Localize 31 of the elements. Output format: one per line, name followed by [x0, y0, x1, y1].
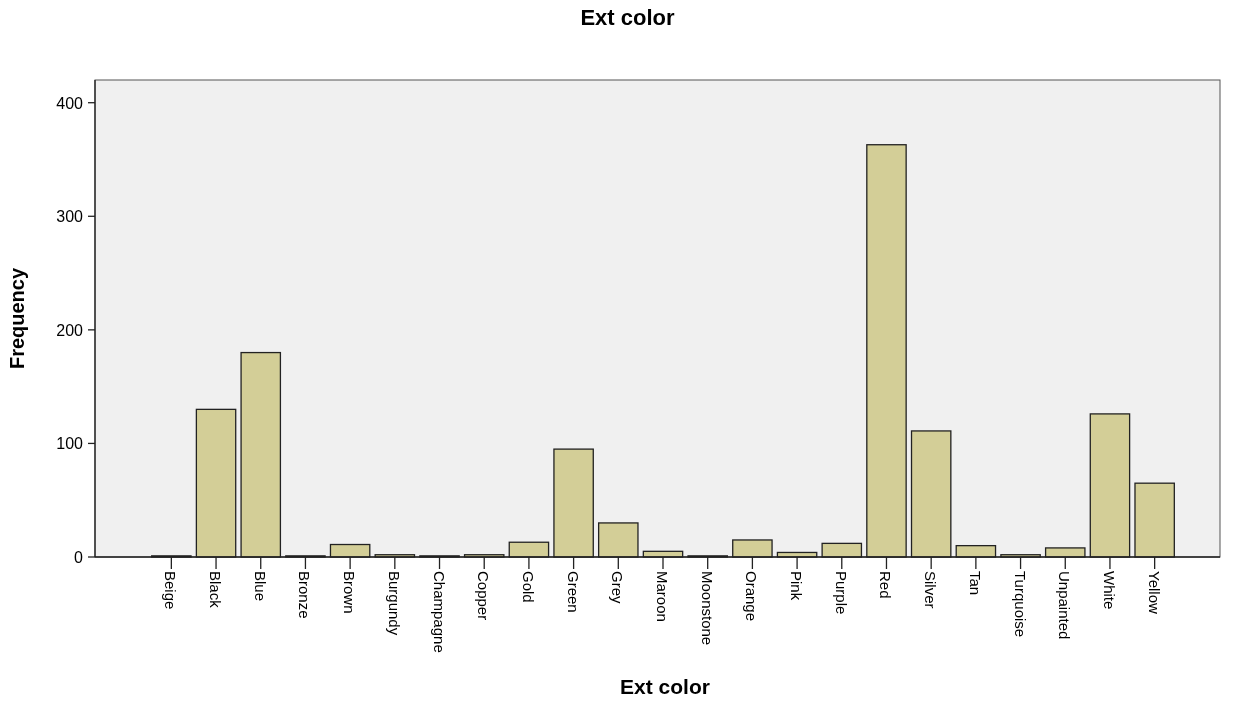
x-tick-label: Grey — [609, 571, 627, 604]
x-tick-label: Green — [564, 571, 582, 613]
x-tick-label: Copper — [475, 571, 493, 621]
x-tick-label: Black — [207, 571, 225, 609]
x-tick-label: Orange — [743, 571, 761, 622]
y-tick-label: 200 — [56, 321, 84, 339]
x-tick-label: Red — [877, 571, 895, 599]
x-tick-label: Yellow — [1145, 571, 1163, 614]
x-tick-label: Turquoise — [1011, 571, 1029, 638]
x-tick-label: Brown — [341, 571, 359, 614]
x-tick-label: Pink — [788, 571, 806, 601]
x-axis-title: Ext color — [620, 675, 710, 698]
x-tick-label: White — [1100, 571, 1118, 610]
x-tick-label: Beige — [162, 571, 180, 610]
x-tick-label: Moonstone — [698, 571, 716, 646]
x-tick-label: Silver — [922, 571, 940, 609]
x-tick-label: Maroon — [654, 571, 671, 622]
x-tick-label: Burgundy — [385, 571, 403, 636]
x-tick-label: Blue — [251, 571, 269, 602]
x-tick-label: Unpainted — [1056, 571, 1074, 640]
y-tick-label: 100 — [56, 435, 84, 453]
x-tick-label: Gold — [519, 571, 537, 603]
x-tick-label: Purple — [832, 571, 850, 615]
x-tick-label: Bronze — [296, 571, 314, 619]
x-tick-label: Champagne — [430, 571, 448, 653]
y-axis-title: Frequency — [6, 267, 28, 370]
y-tick-label: 0 — [74, 549, 84, 566]
y-tick-label: 400 — [56, 94, 84, 112]
chart-title: Ext color — [580, 5, 675, 30]
y-tick-label: 300 — [56, 208, 84, 226]
x-tick-label: Tan — [966, 571, 984, 596]
